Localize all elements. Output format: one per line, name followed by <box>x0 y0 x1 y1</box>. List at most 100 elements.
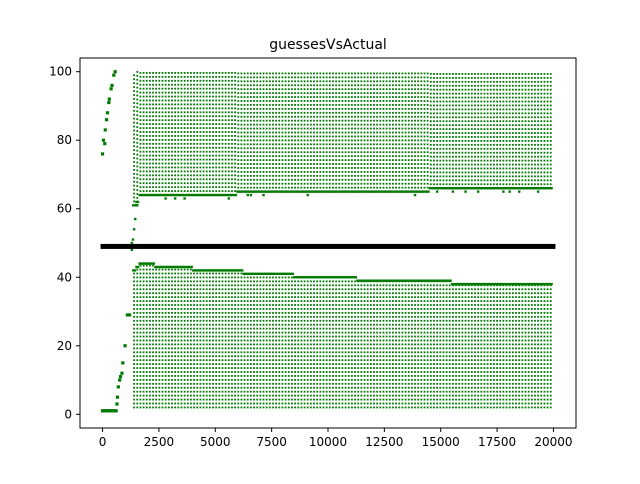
guess-point <box>224 166 227 169</box>
guess-point <box>354 174 356 177</box>
guess-point <box>158 296 161 299</box>
guess-point <box>186 390 189 393</box>
guess-point <box>145 123 148 126</box>
guess-point <box>306 155 309 158</box>
guess-point <box>142 190 145 192</box>
guess-point <box>423 84 426 87</box>
guess-point <box>265 104 268 106</box>
guess-point <box>480 80 483 83</box>
guess-point <box>133 165 136 167</box>
guess-point <box>139 79 142 82</box>
guess-point <box>262 104 265 106</box>
guess-point <box>142 87 145 90</box>
guess-point <box>508 179 511 182</box>
guess-point <box>289 190 294 193</box>
guess-point <box>359 190 364 193</box>
guess-point <box>316 171 319 173</box>
guess-point <box>237 167 240 169</box>
guess-point <box>145 355 148 358</box>
guess-point <box>174 186 177 189</box>
guess-point <box>133 367 136 369</box>
guess-point <box>341 139 344 142</box>
guess-point <box>422 190 427 193</box>
guess-point <box>180 351 183 354</box>
guess-point <box>167 142 170 145</box>
guess-point <box>145 351 148 354</box>
guess-point <box>433 143 435 146</box>
guess-point <box>224 95 227 98</box>
guess-point <box>467 104 470 107</box>
guess-point <box>477 80 480 83</box>
guess-point <box>180 398 183 401</box>
guess-point <box>142 158 145 161</box>
guess-point <box>401 111 404 114</box>
guess-point <box>284 111 287 114</box>
guess-point <box>335 92 338 95</box>
guess-point <box>183 347 186 350</box>
guess-point <box>212 146 214 149</box>
guess-point <box>414 72 416 75</box>
guess-point <box>464 147 467 150</box>
guess-point <box>521 132 524 134</box>
guess-point <box>297 123 300 126</box>
guess-point <box>155 186 158 189</box>
guess-point <box>243 115 246 118</box>
guess-point <box>493 116 495 119</box>
guess-point <box>499 124 502 127</box>
guess-point <box>161 146 164 149</box>
guess-point <box>171 308 173 310</box>
guess-point <box>199 135 202 137</box>
guess-point <box>302 190 307 193</box>
guess-point <box>549 143 552 146</box>
guess-point <box>527 76 530 79</box>
guess-point <box>313 174 315 177</box>
guess-point <box>174 166 177 169</box>
guess-point <box>204 193 209 197</box>
guess-point <box>392 171 394 173</box>
guess-point <box>180 402 183 405</box>
guess-point <box>145 178 148 181</box>
guess-point <box>208 170 211 173</box>
guess-point <box>193 371 195 373</box>
guess-point <box>369 174 372 177</box>
guess-point <box>133 288 136 291</box>
plot-area <box>100 70 556 413</box>
guess-point <box>284 171 287 173</box>
guess-point <box>262 131 265 134</box>
guess-point <box>246 115 249 118</box>
guess-point <box>246 88 249 91</box>
guess-point <box>401 123 404 126</box>
guess-point <box>135 265 140 269</box>
guess-point <box>489 183 492 186</box>
guess-point <box>429 136 432 138</box>
guess-point <box>338 186 341 189</box>
guess-point <box>148 288 151 291</box>
guess-point <box>291 174 293 177</box>
guess-point <box>287 151 290 154</box>
guess-point <box>177 398 180 401</box>
guess-point <box>489 100 492 103</box>
guess-point <box>171 146 173 149</box>
guess-point <box>259 151 262 154</box>
guess-point <box>344 135 347 138</box>
guess-point <box>145 296 148 299</box>
guess-point <box>527 80 530 83</box>
guess-point <box>234 107 237 110</box>
guess-point <box>161 300 164 302</box>
guess-point <box>158 331 161 334</box>
guess-point <box>306 186 309 189</box>
guess-point <box>464 128 467 130</box>
guess-point <box>171 142 173 145</box>
guess-point <box>205 166 208 169</box>
guess-point <box>256 143 259 146</box>
guess-point <box>174 138 177 141</box>
guess-point <box>313 171 315 173</box>
guess-point <box>136 145 139 148</box>
guess-point <box>420 147 423 150</box>
guess-point <box>145 79 148 82</box>
guess-point <box>338 167 341 169</box>
guess-point <box>287 186 290 189</box>
guess-point <box>530 96 533 99</box>
guess-point <box>448 96 451 99</box>
guess-point <box>284 80 287 83</box>
